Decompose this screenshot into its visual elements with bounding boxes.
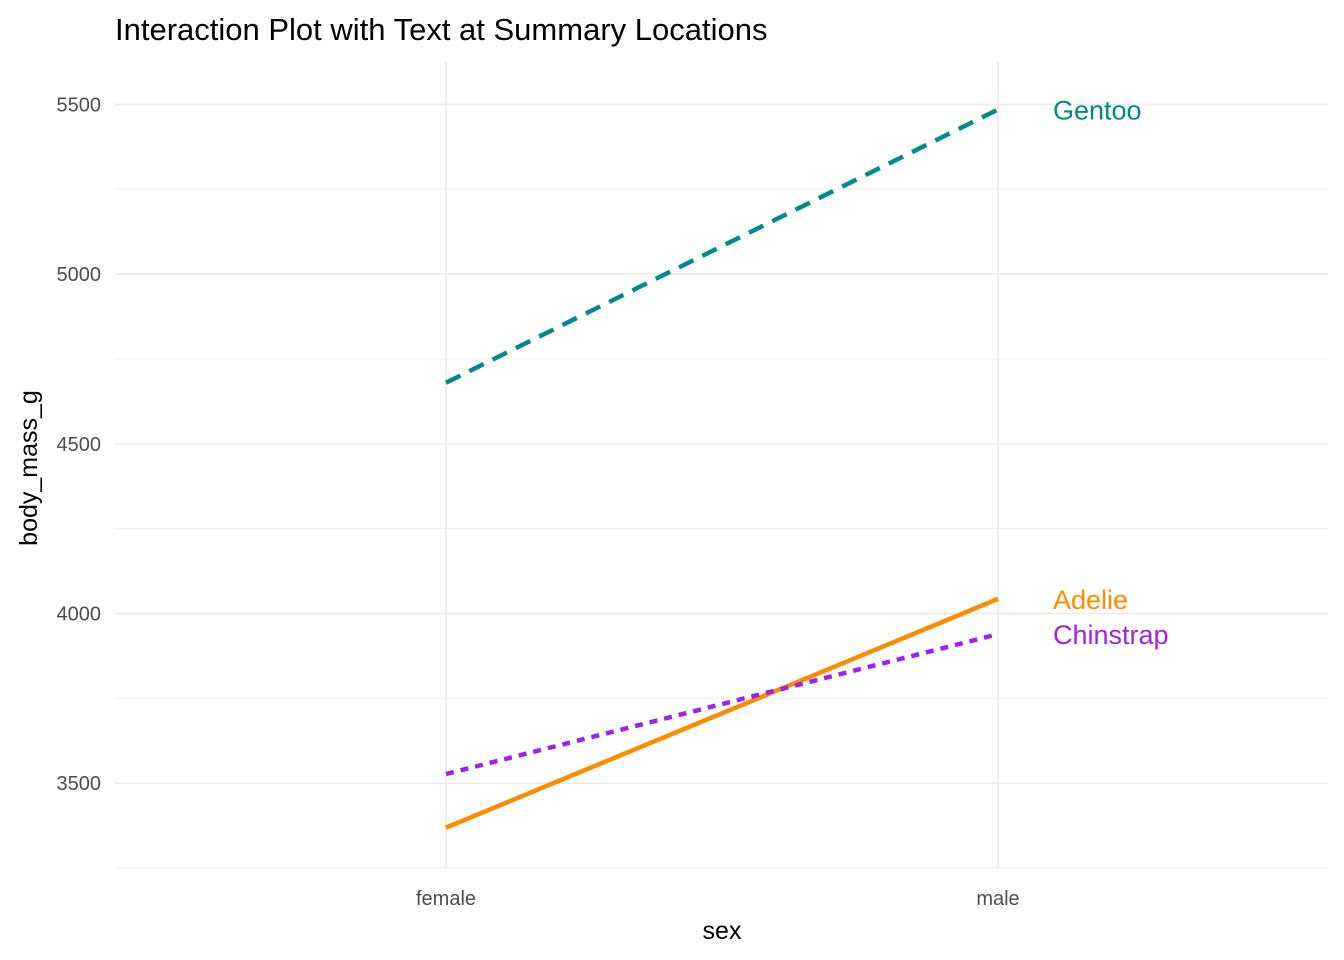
- y-tick-label: 5000: [57, 264, 102, 286]
- series-line-adelie: [445, 596, 999, 830]
- y-axis-title: body_mass_g: [15, 390, 43, 546]
- series-lines: [445, 107, 999, 830]
- series-label-adelie: Adelie: [1053, 585, 1128, 615]
- x-axis-ticks: female male: [416, 888, 1020, 910]
- y-tick-label: 4000: [57, 603, 102, 625]
- y-tick-label: 5500: [57, 94, 102, 116]
- y-tick-label: 4500: [57, 434, 102, 456]
- y-axis-ticks: 3500 4000 4500 5000 5500: [57, 94, 102, 795]
- x-axis-title: sex: [703, 917, 742, 945]
- minor-gridlines: [115, 188, 1328, 869]
- major-gridlines: [115, 62, 1328, 868]
- series-label-chinstrap: Chinstrap: [1053, 620, 1169, 650]
- series-label-gentoo: Gentoo: [1053, 96, 1142, 126]
- series-labels: Adelie Chinstrap Gentoo: [1053, 96, 1169, 651]
- x-tick-label: male: [976, 888, 1019, 910]
- x-tick-label: female: [416, 888, 476, 910]
- y-tick-label: 3500: [57, 773, 102, 795]
- series-line-chinstrap: [445, 631, 999, 777]
- series-line-gentoo: [445, 107, 999, 385]
- chart-title: Interaction Plot with Text at Summary Lo…: [115, 12, 767, 47]
